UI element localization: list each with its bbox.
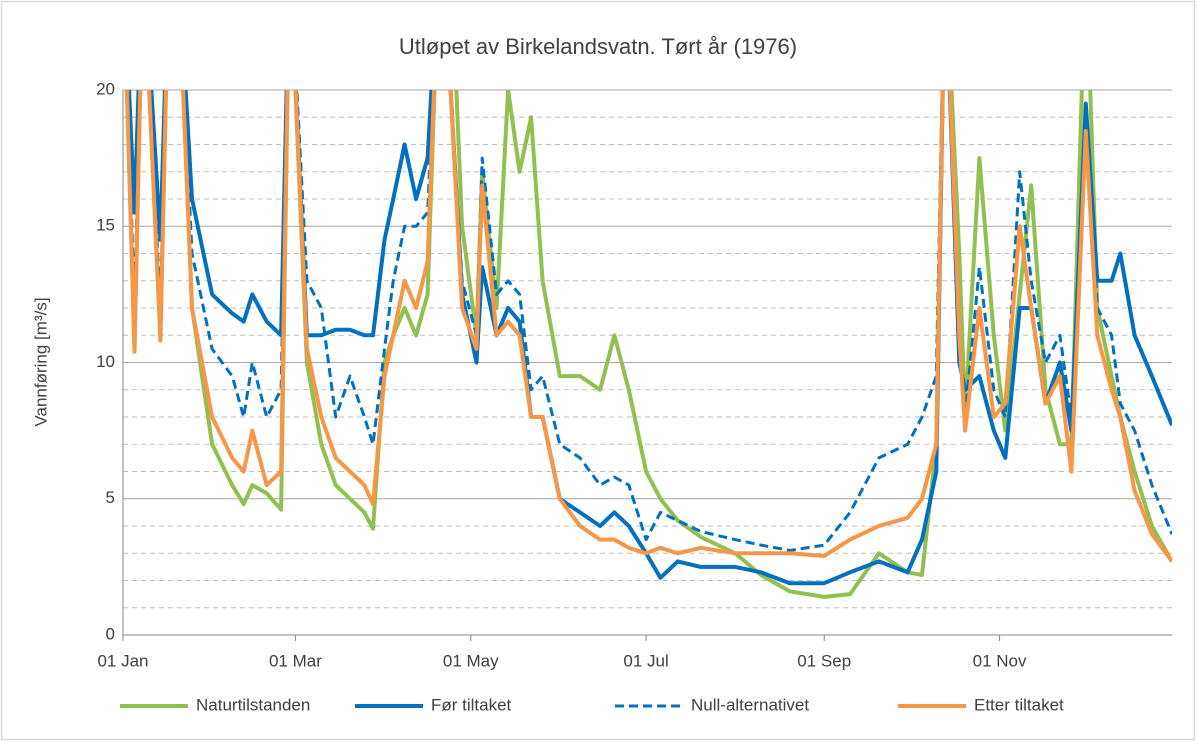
- x-tick-label: 01 Mar: [269, 651, 322, 670]
- y-tick-label: 15: [96, 216, 115, 235]
- series-line: [124, 90, 1172, 563]
- y-axis-label: Vannføring [m³/s]: [31, 297, 50, 426]
- y-tick-label: 20: [96, 79, 115, 98]
- legend-label: Null-alternativet: [691, 695, 809, 714]
- series-line: [124, 90, 1172, 599]
- y-tick-label: 5: [106, 488, 115, 507]
- x-tick-label: 01 Nov: [973, 651, 1027, 670]
- x-tick-label: 01 May: [443, 651, 499, 670]
- legend-label: Før tiltaket: [431, 695, 512, 714]
- x-tick-label: 01 Jan: [97, 651, 148, 670]
- legend-label: Naturtilstanden: [196, 695, 310, 714]
- x-tick-label: 01 Sep: [797, 651, 851, 670]
- plot-area: [124, 90, 1172, 599]
- y-tick-label: 0: [106, 624, 115, 643]
- chart-title: Utløpet av Birkelandsvatn. Tørt år (1976…: [399, 34, 797, 59]
- y-tick-label: 10: [96, 352, 115, 371]
- legend-label: Etter tiltaket: [974, 695, 1064, 714]
- axes: 0 5 10 15 20 01 Jan 01 Mar 01 May 01 Jul 01 Sep 01…: [96, 79, 1172, 670]
- x-tick-label: 01 Jul: [623, 651, 668, 670]
